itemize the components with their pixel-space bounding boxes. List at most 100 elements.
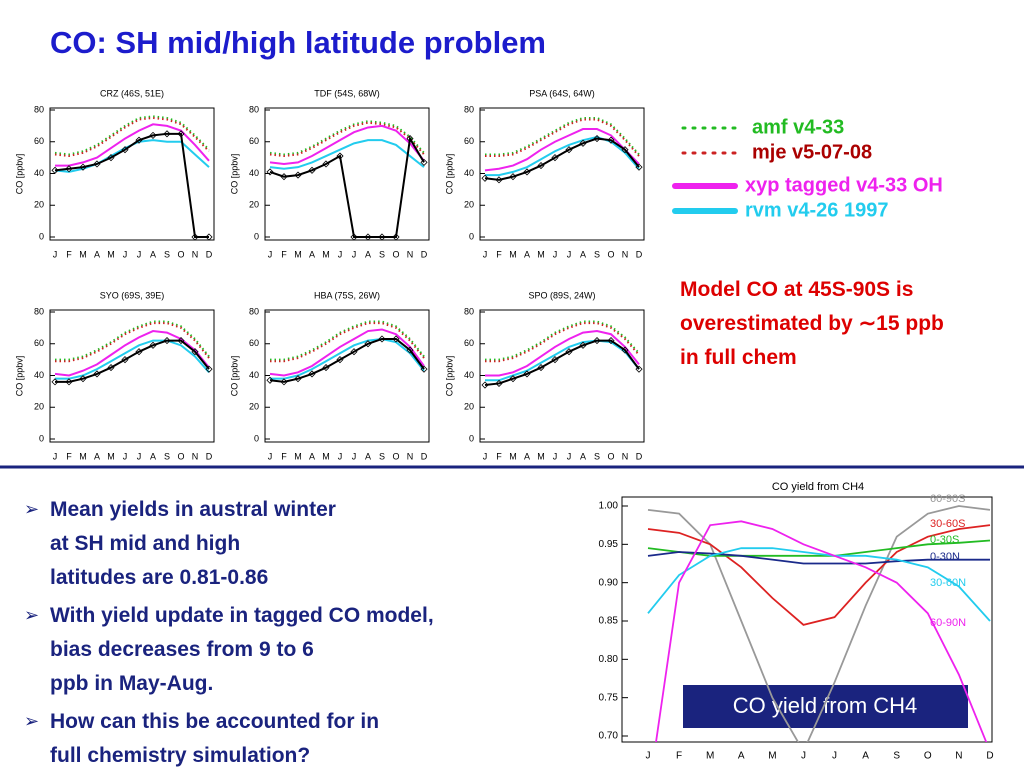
note-line: Model CO at 45S-90S is — [680, 278, 913, 301]
y-tick-label: 0.75 — [599, 692, 619, 703]
x-tick-label: F — [496, 249, 502, 259]
x-tick-label: O — [607, 451, 614, 461]
bullet-line: With yield update in tagged CO model, — [50, 604, 434, 627]
legend-label: rvm v4-26 1997 — [745, 199, 888, 221]
bullet-line: latitudes are 0.81-0.86 — [50, 566, 268, 589]
y-tick-label: 40 — [249, 168, 259, 178]
y-tick-label: 80 — [34, 306, 44, 316]
bullet-line: bias decreases from 9 to 6 — [50, 638, 314, 661]
x-tick-label: A — [862, 751, 869, 762]
point — [135, 136, 143, 144]
bullet-line: full chemistry simulation? — [50, 744, 310, 767]
y-tick-label: 80 — [464, 104, 474, 114]
x-tick-label: J — [123, 249, 128, 259]
chart-title: SYO (69S, 39E) — [100, 290, 165, 300]
point — [509, 173, 517, 181]
x-tick-label: O — [924, 751, 932, 762]
x-tick-label: O — [392, 451, 399, 461]
point — [523, 370, 531, 378]
x-tick-label: D — [636, 249, 643, 259]
x-tick-label: M — [294, 249, 302, 259]
x-tick-label: J — [53, 249, 58, 259]
x-tick-label: S — [893, 751, 900, 762]
x-tick-label: J — [123, 451, 128, 461]
x-tick-label: N — [407, 249, 414, 259]
y-tick-label: 20 — [249, 200, 259, 210]
bullet-marker: ➢ — [24, 605, 39, 625]
point — [593, 337, 601, 345]
series-line — [269, 328, 425, 377]
point — [163, 337, 171, 345]
y-tick-label: 60 — [34, 338, 44, 348]
series-line — [269, 124, 425, 165]
point — [294, 375, 302, 383]
series-line — [269, 139, 425, 170]
y-tick-label: 0.80 — [599, 654, 619, 665]
point — [537, 161, 545, 170]
point — [364, 340, 372, 348]
chart-title: PSA (64S, 64W) — [529, 88, 595, 98]
point — [163, 130, 171, 138]
point — [266, 376, 274, 384]
point — [621, 146, 629, 154]
series-line — [269, 121, 425, 158]
point — [149, 131, 157, 139]
y-tick-label: 60 — [249, 136, 259, 146]
y-tick-label: 0 — [39, 433, 44, 443]
point — [593, 135, 601, 143]
series-line — [647, 551, 990, 565]
series-line — [54, 132, 209, 238]
x-tick-label: J — [553, 451, 558, 461]
x-tick-label: A — [524, 451, 530, 461]
x-tick-label: M — [768, 751, 776, 762]
point — [121, 146, 129, 154]
x-tick-label: O — [392, 249, 399, 259]
y-tick-label: 20 — [34, 200, 44, 210]
y-tick-label: 60 — [464, 136, 474, 146]
point — [107, 363, 115, 372]
series-line — [485, 320, 640, 361]
x-tick-label: N — [192, 249, 199, 259]
x-tick-label: J — [801, 751, 806, 762]
point — [392, 233, 400, 241]
x-tick-label: A — [309, 451, 315, 461]
y-tick-label: 40 — [464, 168, 474, 178]
x-tick-label: M — [79, 249, 87, 259]
x-tick-label: A — [309, 249, 315, 259]
point — [523, 168, 531, 176]
x-tick-label: J — [483, 249, 488, 259]
bullet: With yield update in tagged CO model, bia… — [50, 604, 434, 695]
point — [51, 378, 59, 386]
x-tick-label: S — [379, 249, 385, 259]
y-tick-label: 0 — [469, 231, 474, 241]
y-tick-label: 80 — [464, 306, 474, 316]
point — [177, 337, 185, 345]
x-tick-label: J — [268, 451, 273, 461]
series-label: 30-60S — [930, 518, 965, 530]
series-label: 60-90N — [930, 617, 966, 629]
series-line — [647, 547, 991, 622]
point — [93, 370, 101, 378]
note-line: in full chem — [680, 346, 797, 369]
x-tick-label: A — [94, 249, 100, 259]
series-line — [647, 505, 991, 742]
x-tick-label: M — [322, 249, 330, 259]
x-tick-label: F — [281, 249, 287, 259]
point — [420, 365, 428, 373]
bullet-line: ppb in May-Aug. — [50, 672, 213, 695]
y-tick-label: 40 — [249, 370, 259, 380]
series-label: 0-30S — [930, 534, 959, 546]
series-line — [54, 116, 210, 158]
y-axis-label: CO [ppbv] — [229, 154, 239, 195]
y-tick-label: 0.95 — [599, 539, 619, 550]
bullet: How can this be accounted for in full che… — [50, 710, 379, 767]
x-tick-label: J — [137, 249, 142, 259]
y-tick-label: 0 — [39, 231, 44, 241]
y-tick-label: 0 — [469, 433, 474, 443]
x-tick-label: N — [622, 249, 629, 259]
x-tick-label: A — [738, 751, 745, 762]
point — [364, 233, 372, 241]
chart-title: CO yield from CH4 — [772, 481, 864, 493]
x-tick-label: M — [706, 751, 714, 762]
x-tick-label: D — [421, 451, 428, 461]
